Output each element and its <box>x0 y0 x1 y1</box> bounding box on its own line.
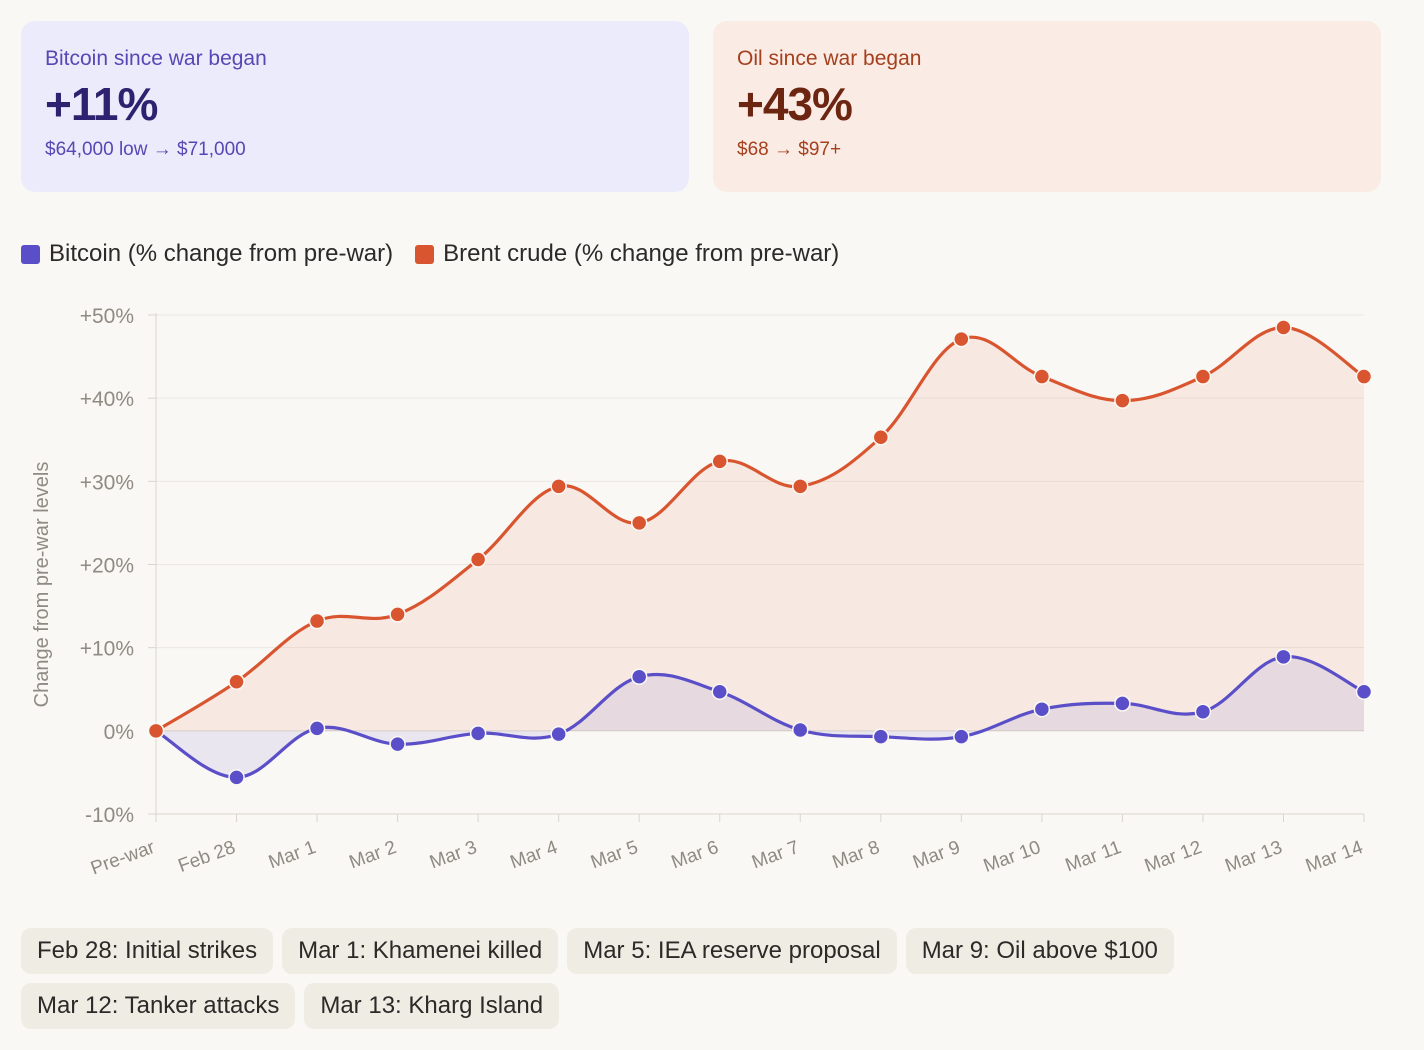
x-tick-label: Mar 7 <box>749 837 802 873</box>
oil-stat-label: Oil since war began <box>737 47 922 70</box>
legend-label-bitcoin: Bitcoin (% change from pre-war) <box>49 240 394 267</box>
x-tick-label: Mar 11 <box>1063 837 1124 876</box>
legend-item-bitcoin[interactable]: Bitcoin (% change from pre-war) <box>21 240 393 268</box>
point-brent <box>711 453 728 470</box>
bitcoin-stat-value: +11% <box>45 78 158 130</box>
point-brent <box>792 478 809 495</box>
point-brent <box>550 478 567 495</box>
y-tick-label: +40% <box>80 388 134 411</box>
line-brent <box>154 325 1366 733</box>
bitcoin-stat-detail: $64,000 low → $71,000 <box>45 139 246 160</box>
chart-areas <box>156 327 1364 778</box>
point-brent <box>953 330 970 348</box>
point-brent <box>1355 368 1373 385</box>
point-brent <box>630 514 648 532</box>
event-chip: Mar 13: Kharg Island <box>304 983 560 1029</box>
point-brent <box>389 606 406 623</box>
legend-item-brent[interactable]: Brent crude (% change from pre-war) <box>415 240 839 268</box>
x-tick-label: Mar 13 <box>1222 837 1285 877</box>
event-chips: Feb 28: Initial strikes Mar 1: Khamenei k… <box>21 928 1221 1038</box>
y-tick-label: +50% <box>80 305 134 328</box>
x-tick-label: Mar 6 <box>669 837 722 873</box>
point-brent <box>1275 319 1292 336</box>
point-bitcoin <box>1114 695 1131 712</box>
y-tick-label: +20% <box>80 555 134 578</box>
point-bitcoin <box>1275 648 1292 666</box>
legend-swatch-bitcoin <box>21 244 40 264</box>
point-brent <box>1114 392 1131 409</box>
chart-lines <box>154 325 1366 780</box>
point-bitcoin <box>1355 683 1373 700</box>
x-tick-label: Pre-war <box>88 837 158 880</box>
legend-label-brent: Brent crude (% change from pre-war) <box>443 240 840 267</box>
chart-legend: Bitcoin (% change from pre-war) Brent cr… <box>21 240 861 268</box>
oil-stat-value: +43% <box>737 78 853 130</box>
point-bitcoin <box>469 725 487 742</box>
point-brent <box>1194 368 1212 385</box>
x-tick-label: Mar 1 <box>266 837 319 873</box>
bitcoin-stat-card: Bitcoin since war began +11% $64,000 low… <box>21 21 689 192</box>
oil-stat-card: Oil since war began +43% $68 → $97+ <box>713 21 1381 192</box>
x-tick-label: Mar 12 <box>1142 837 1205 877</box>
oil-stat-detail: $68 → $97+ <box>737 139 842 160</box>
point-bitcoin <box>550 725 567 743</box>
legend-swatch-brent <box>415 244 435 264</box>
point-bitcoin <box>389 735 406 753</box>
bitcoin-stat-label: Bitcoin since war began <box>45 47 267 70</box>
event-chip: Mar 9: Oil above $100 <box>905 928 1174 974</box>
event-chip: Feb 28: Initial strikes <box>21 928 274 974</box>
y-tick-label: -10% <box>85 804 134 827</box>
x-tick-label: Mar 8 <box>830 837 883 873</box>
point-bitcoin <box>1033 700 1051 718</box>
point-bitcoin <box>1194 703 1212 720</box>
event-chip: Mar 1: Khamenei killed <box>282 928 559 974</box>
y-tick-label: +30% <box>80 471 134 494</box>
x-tick-label: Mar 10 <box>981 837 1044 877</box>
y-tick-label: +10% <box>80 638 134 661</box>
line-bitcoin <box>154 655 1366 780</box>
x-tick-label: Mar 9 <box>910 837 963 873</box>
point-brent <box>469 551 487 568</box>
point-bitcoin <box>630 668 648 686</box>
point-bitcoin <box>792 721 809 739</box>
y-tick-label: 0% <box>104 721 134 744</box>
y-axis-title: Change from pre-war levels <box>31 462 53 708</box>
point-brent <box>228 673 245 691</box>
point-bitcoin <box>872 728 890 745</box>
point-bitcoin <box>308 720 326 737</box>
chart-points <box>147 319 1373 786</box>
point-brent <box>308 612 326 630</box>
chart-grid <box>156 314 1364 815</box>
x-tick-label: Mar 3 <box>427 837 480 873</box>
point-bitcoin <box>228 769 245 786</box>
x-tick-label: Mar 2 <box>346 837 399 873</box>
event-chip: Mar 12: Tanker attacks <box>21 983 296 1029</box>
point-bitcoin <box>711 683 728 700</box>
area-bitcoin <box>156 656 1364 778</box>
point-brent <box>1033 368 1051 385</box>
point-brent <box>147 722 165 740</box>
point-bitcoin <box>953 728 970 745</box>
event-chip: Mar 5: IEA reserve proposal <box>567 928 897 974</box>
x-tick-label: Feb 28 <box>175 837 238 877</box>
line-chart: -10% 0% +10% +20% +30% +40% +50% Pre-war Feb 28 M… <box>31 305 1373 880</box>
x-tick-label: Mar 5 <box>588 837 641 873</box>
x-tick-label: Mar 4 <box>508 837 561 873</box>
point-brent <box>872 429 890 446</box>
x-tick-label: Mar 14 <box>1303 837 1366 877</box>
area-brent <box>156 327 1364 731</box>
